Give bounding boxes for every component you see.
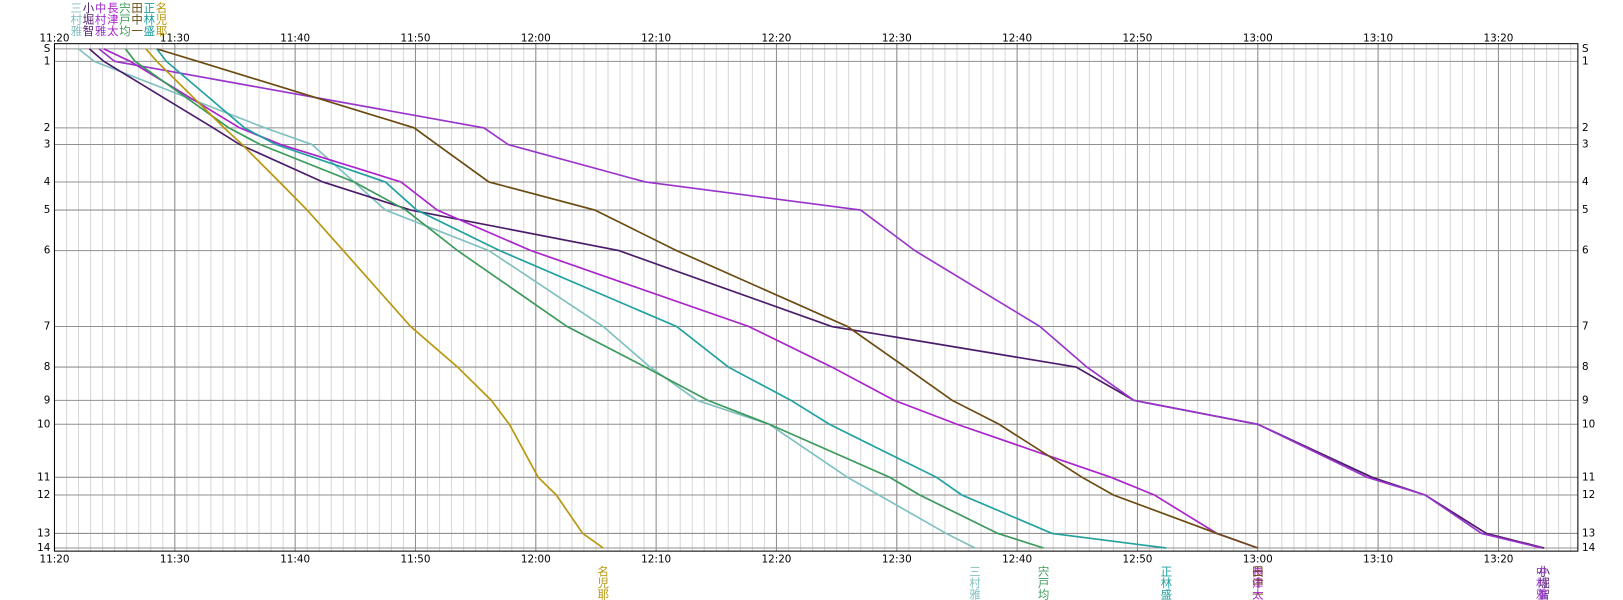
y-tick-label: 9 [1582,394,1589,406]
runner-end-label: 小堀智 [1537,566,1551,600]
x-tick-label: 12:40 [1002,553,1032,565]
y-tick-label: 10 [1582,418,1595,430]
x-tick-label: 11:50 [401,553,431,565]
x-tick-label: 13:20 [1484,32,1514,44]
y-tick-label: 7 [1582,321,1589,333]
legend-label: 田中一 [130,2,144,36]
y-tick-label: 3 [1582,139,1589,151]
runner-end-label: 名児耶 [596,565,610,600]
legend-label: 中村雅 [94,2,108,36]
x-tick-label: 11:40 [280,553,310,565]
y-tick-label: 14 [37,542,51,554]
y-tick-label: 9 [44,394,51,406]
x-tick-label: 13:00 [1243,553,1273,565]
x-tick-label: 13:00 [1243,32,1273,44]
y-tick-label: 12 [37,489,50,501]
y-tick-label: 2 [1582,122,1589,134]
y-tick-label: 2 [44,122,51,134]
y-tick-label: 5 [1582,204,1589,216]
x-tick-label: 13:10 [1363,32,1393,44]
y-tick-label: 6 [44,245,51,257]
y-tick-label: 8 [1582,361,1589,373]
runner-end-label: 宍戸均 [1037,565,1051,600]
x-tick-label: 12:20 [762,553,792,565]
x-tick-label: 11:20 [40,553,70,565]
y-tick-label: 1 [1582,55,1589,67]
y-tick-label: 6 [1582,245,1589,257]
x-tick-label: 12:00 [521,32,551,44]
x-tick-label: 11:30 [160,553,190,565]
y-tick-label: 1 [44,55,51,67]
runner-line [78,48,976,549]
x-tick-label: 13:10 [1363,553,1393,565]
x-tick-label: 13:20 [1484,553,1514,565]
legend-label: 宍戸均 [118,1,132,37]
y-tick-label: 11 [1582,471,1595,483]
y-tick-label: 3 [44,139,51,151]
y-tick-label: 13 [37,527,50,539]
runner-end-label: 三村雅 [968,566,982,600]
x-tick-label: 12:10 [641,32,671,44]
runner-line [156,48,1167,549]
x-tick-label: 12:50 [1123,32,1153,44]
x-tick-label: 12:40 [1002,32,1032,44]
y-tick-label: 12 [1582,489,1595,501]
runner-end-label: 正林盛 [1159,566,1173,600]
y-tick-label: 8 [44,361,51,373]
x-tick-label: 12:10 [641,553,671,565]
x-tick-label: 11:30 [160,32,190,44]
runner-end-label: 長津太 [1251,566,1265,600]
runner-end-label: 中村雅 [1535,566,1549,600]
y-tick-label: 7 [44,321,51,333]
x-tick-label: 12:50 [1123,553,1153,565]
x-tick-label: 12:20 [762,32,792,44]
x-tick-label: 11:40 [280,32,310,44]
y-tick-label: 11 [37,471,50,483]
legend-label: 名児耶 [154,1,168,36]
y-tick-label: 14 [1582,542,1596,554]
x-tick-label: 12:30 [882,32,912,44]
y-tick-label: S [44,43,51,55]
y-tick-label: 10 [37,418,50,430]
runner-line [156,48,1259,549]
y-tick-label: 4 [1582,176,1589,188]
legend-label: 小堀智 [81,2,95,37]
y-tick-label: 5 [44,204,51,216]
x-tick-label: 12:00 [521,553,551,565]
y-tick-label: S [1582,43,1589,55]
x-tick-label: 12:30 [882,553,912,565]
runner-line [124,48,1044,549]
runner-line [103,48,1259,549]
legend-label: 長津太 [106,2,120,37]
legend-label: 正林盛 [142,2,156,36]
x-tick-label: 11:50 [401,32,431,44]
x-tick-label: 11:20 [40,32,70,44]
y-tick-label: 13 [1582,527,1595,539]
runner-line [98,48,1542,549]
legend-label: 三村雅 [69,2,83,36]
plot-frame [53,43,1579,552]
y-tick-label: 4 [44,176,51,188]
runner-end-label: 田中一 [1251,566,1265,600]
runner-line [145,48,604,549]
